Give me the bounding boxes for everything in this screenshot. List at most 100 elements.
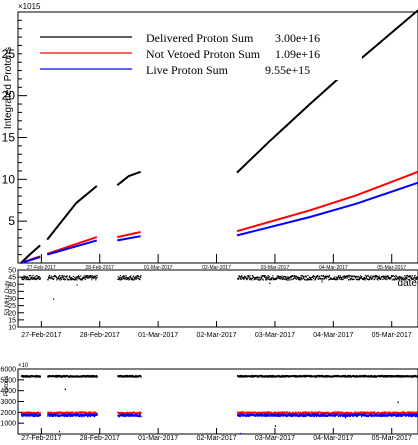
duty-y-tick-label: 45 — [8, 275, 16, 282]
duty-point — [317, 275, 318, 276]
duty-point — [346, 278, 347, 279]
duty-point — [281, 277, 282, 278]
duty-point — [68, 279, 69, 280]
duty-point — [95, 276, 96, 277]
duty-point — [79, 278, 80, 279]
protons-point-series-3 — [22, 414, 23, 416]
y-axis-label: Integrated Protons — [3, 47, 14, 129]
duty-point — [23, 275, 24, 276]
duty-point — [322, 278, 323, 279]
protons-outlier-point — [240, 433, 241, 435]
duty-point — [33, 275, 34, 276]
duty-point — [294, 275, 295, 276]
duty-point — [299, 277, 300, 278]
duty-point — [64, 275, 65, 276]
duty-point — [268, 275, 269, 276]
series-line-1-segment — [117, 172, 140, 185]
duty-point — [241, 275, 242, 276]
duty-point — [320, 278, 321, 279]
duty-point — [410, 275, 411, 276]
duty-point — [348, 279, 349, 280]
duty-point — [138, 276, 139, 277]
duty-point — [78, 278, 79, 279]
legend-label-3: Live Proton Sum — [146, 63, 229, 77]
duty-x-tick-label: 04-Mar-2017 — [313, 332, 353, 339]
legend-value-2: 1.09e+16 — [275, 47, 320, 61]
duty-point — [259, 277, 260, 278]
duty-point — [380, 278, 381, 279]
duty-point — [246, 279, 247, 280]
duty-point — [132, 279, 133, 280]
duty-point — [290, 279, 291, 280]
duty-point — [261, 277, 262, 278]
duty-point — [291, 279, 292, 280]
duty-point — [129, 279, 130, 280]
duty-point — [334, 276, 335, 277]
duty-point — [343, 279, 344, 280]
duty-point — [91, 276, 92, 277]
duty-point — [300, 279, 301, 280]
duty-y-tick-label: 10 — [8, 325, 16, 332]
duty-point — [314, 276, 315, 277]
protons-point-series-2 — [90, 411, 91, 413]
duty-point — [37, 275, 38, 276]
duty-point — [242, 277, 243, 278]
duty-point — [311, 279, 312, 280]
duty-point — [80, 275, 81, 276]
protons-x-tick-label: 03-Mar-2017 — [255, 435, 295, 440]
duty-point — [337, 279, 338, 280]
duty-point — [84, 278, 85, 279]
protons-point-series-3 — [279, 414, 280, 416]
duty-point — [24, 278, 25, 279]
duty-point — [265, 279, 266, 280]
duty-point — [119, 278, 120, 279]
duty-point — [340, 275, 341, 276]
duty-point — [265, 275, 266, 276]
duty-point — [394, 279, 395, 280]
y-tick-label: 10 — [2, 172, 16, 186]
protons-x-tick-label: 02-Mar-2017 — [197, 435, 237, 440]
duty-point — [28, 277, 29, 278]
protons-point-series-3 — [84, 416, 85, 418]
duty-point — [251, 279, 252, 280]
duty-point — [389, 279, 390, 280]
duty-point — [282, 276, 283, 277]
duty-point — [285, 279, 286, 280]
duty-point — [76, 279, 77, 280]
duty-point — [399, 276, 400, 277]
protons-point-series-1 — [97, 376, 98, 378]
protons-point-series-2 — [280, 411, 281, 413]
duty-point — [252, 278, 253, 279]
duty-point — [133, 276, 134, 277]
duty-point — [290, 277, 291, 278]
duty-point — [285, 276, 286, 277]
protons-y-tick-label: 6000 — [0, 367, 16, 374]
legend-label-2: Not Vetoed Proton Sum — [146, 47, 261, 61]
duty-point — [368, 276, 369, 277]
duty-point — [125, 275, 126, 276]
duty-point — [349, 275, 350, 276]
duty-point — [249, 279, 250, 280]
duty-point — [67, 276, 68, 277]
protons-point-series-2 — [361, 411, 362, 413]
duty-point — [137, 278, 138, 279]
duty-point — [307, 278, 308, 279]
duty-point — [30, 275, 31, 276]
protons-point-series-3 — [34, 414, 35, 416]
duty-point — [349, 277, 350, 278]
duty-point — [319, 276, 320, 277]
duty-point — [95, 279, 96, 280]
protons-point-series-2 — [40, 412, 41, 414]
duty-point — [60, 279, 61, 280]
legend-label-1: Delivered Proton Sum — [146, 31, 254, 45]
duty-point — [379, 276, 380, 277]
duty-outlier-point — [53, 299, 54, 300]
duty-point — [365, 275, 366, 276]
duty-point — [300, 275, 301, 276]
duty-point — [415, 279, 416, 280]
protons-point-series-1 — [40, 376, 41, 378]
duty-point — [269, 276, 270, 277]
duty-point — [321, 275, 322, 276]
duty-point — [56, 279, 57, 280]
